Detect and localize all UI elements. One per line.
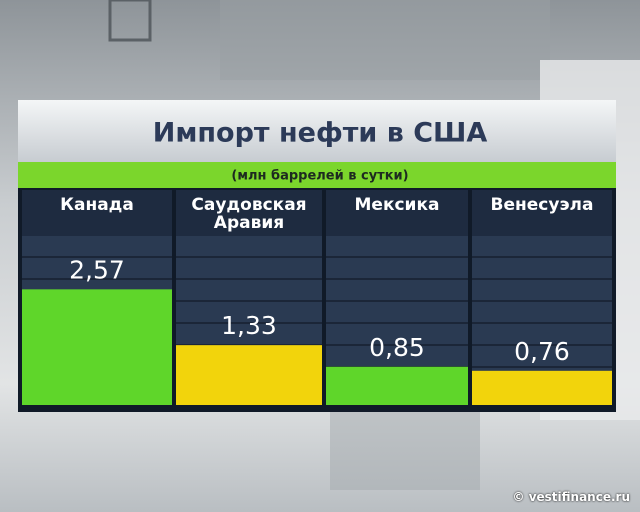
column-header — [22, 190, 172, 236]
category-label: Мексика — [354, 195, 440, 215]
value-label: 1,33 — [221, 311, 277, 340]
bar — [176, 345, 322, 405]
value-label: 0,85 — [369, 333, 425, 362]
value-label: 2,57 — [69, 255, 125, 284]
category-label: Саудовская Аравия — [191, 195, 307, 233]
title-band — [18, 100, 616, 162]
chart-subtitle: (млн баррелей в сутки) — [231, 169, 408, 184]
column-header — [472, 190, 612, 236]
category-label: Канада — [60, 195, 134, 215]
value-label: 0,76 — [514, 337, 570, 366]
bar — [472, 370, 612, 405]
bar — [326, 366, 468, 405]
column-header — [326, 190, 468, 236]
column-header — [176, 190, 322, 236]
source: © vestifinance.ru — [512, 490, 630, 504]
bar — [22, 289, 172, 405]
subtitle-band — [18, 162, 616, 188]
category-label: Венесуэла — [490, 195, 594, 215]
chart-title: Импорт нефти в США — [153, 118, 488, 149]
